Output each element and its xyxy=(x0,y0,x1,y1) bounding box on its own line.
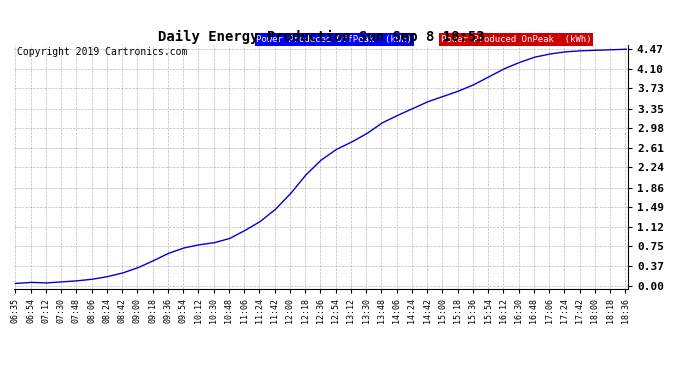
Text: Power Produced OnPeak  (kWh): Power Produced OnPeak (kWh) xyxy=(441,35,591,44)
Title: Daily Energy Production Sun Sep 8 18:53: Daily Energy Production Sun Sep 8 18:53 xyxy=(157,30,484,44)
Text: Power Produced OffPeak  (kWh): Power Produced OffPeak (kWh) xyxy=(257,35,412,44)
Text: Copyright 2019 Cartronics.com: Copyright 2019 Cartronics.com xyxy=(17,48,187,57)
